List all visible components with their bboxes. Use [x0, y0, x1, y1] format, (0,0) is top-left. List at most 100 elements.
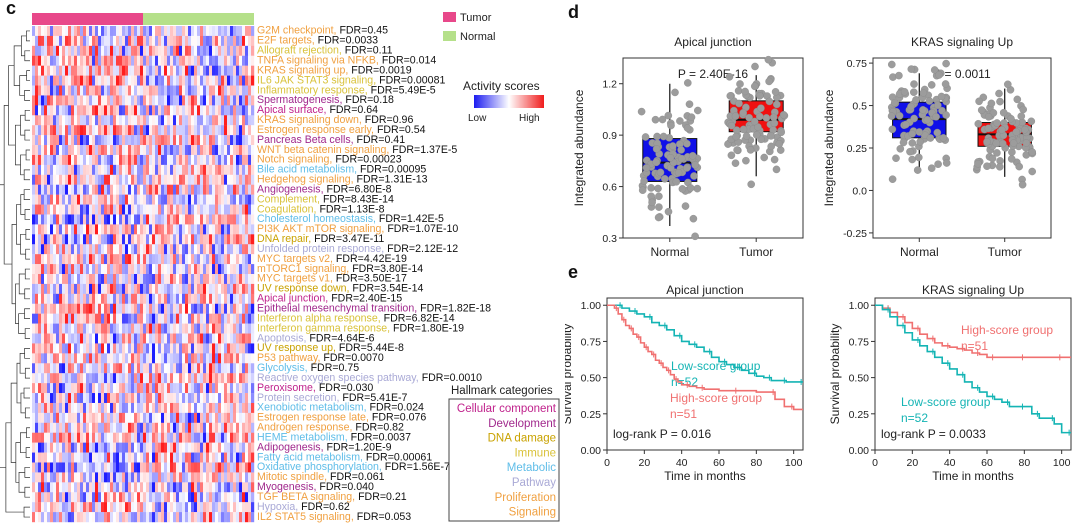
- heatmap-cell: [194, 75, 198, 86]
- heatmap-cell: [212, 303, 216, 314]
- heatmap-cell: [50, 492, 54, 503]
- heatmap-cell: [152, 135, 156, 146]
- heatmap-cell: [185, 75, 189, 86]
- heatmap-cell: [95, 26, 99, 37]
- heatmap-cell: [233, 244, 237, 255]
- heatmap-cell: [212, 293, 216, 304]
- heatmap-cell: [248, 65, 252, 76]
- data-point: [930, 66, 939, 74]
- heatmap-cell: [152, 204, 156, 215]
- heatmap-cell: [50, 393, 54, 404]
- data-point: [909, 88, 918, 96]
- heatmap-cell: [32, 343, 36, 354]
- heatmap-cell: [128, 254, 132, 265]
- heatmap-cell: [122, 472, 126, 483]
- heatmap-cell: [230, 75, 234, 86]
- heatmap-cell: [230, 442, 234, 453]
- heatmap-cell: [59, 442, 63, 453]
- heatmap-cell: [245, 412, 249, 423]
- heatmap-cell: [185, 452, 189, 463]
- heatmap-cell: [86, 184, 90, 195]
- heatmap-cell: [209, 95, 213, 106]
- heatmap-cell: [119, 363, 123, 374]
- heatmap-cell: [200, 184, 204, 195]
- heatmap-cell: [161, 214, 165, 225]
- heatmap-cell: [200, 313, 204, 324]
- heatmap-cell: [149, 512, 153, 523]
- heatmap-cell: [86, 204, 90, 215]
- heatmap-cell: [77, 422, 81, 433]
- heatmap-cell: [242, 313, 246, 324]
- heatmap-cell: [68, 145, 72, 156]
- heatmap-cell: [137, 234, 141, 245]
- heatmap-cell: [89, 432, 93, 443]
- heatmap-cell: [62, 283, 66, 295]
- data-point: [983, 162, 991, 170]
- heatmap-cell: [68, 75, 72, 86]
- heatmap-cell: [194, 154, 198, 166]
- heatmap-cell: [176, 383, 180, 394]
- row-label: G2M checkpoint, FDR=0.45: [257, 25, 388, 37]
- heatmap-cell: [164, 26, 168, 37]
- heatmap-cell: [53, 75, 57, 86]
- heatmap-cell: [35, 402, 39, 414]
- heatmap-cell: [56, 313, 60, 324]
- data-point: [896, 144, 905, 153]
- heatmap-cell: [68, 174, 72, 185]
- heatmap-cell: [236, 135, 240, 146]
- heatmap-cell: [122, 353, 126, 364]
- heatmap-cell: [167, 283, 171, 295]
- heatmap-cell: [137, 55, 141, 66]
- data-point: [993, 119, 1001, 127]
- heatmap-cell: [110, 224, 114, 235]
- y-axis-label: Integrated abundance: [572, 89, 586, 206]
- row-label: Glycolysis, FDR=0.75: [257, 362, 359, 374]
- heatmap-cell: [134, 512, 138, 523]
- heatmap-cell: [224, 174, 228, 185]
- heatmap-cell: [128, 283, 132, 295]
- heatmap-cell: [71, 214, 75, 225]
- heatmap-cell: [89, 462, 93, 473]
- heatmap-cell: [224, 194, 228, 205]
- heatmap-cell: [149, 452, 153, 463]
- heatmap-cell: [194, 115, 198, 126]
- heatmap-cell: [191, 145, 195, 156]
- heatmap-cell: [224, 373, 228, 384]
- heatmap-cell: [236, 244, 240, 255]
- heatmap-cell: [212, 264, 216, 275]
- heatmap-cell: [71, 323, 75, 334]
- heatmap-cell: [191, 432, 195, 443]
- heatmap-cell: [218, 343, 222, 354]
- heatmap-cell: [53, 343, 57, 354]
- heatmap-cell: [251, 472, 255, 483]
- heatmap-cell: [176, 154, 180, 166]
- fdr-value: FDR=0.0019: [351, 64, 411, 76]
- heatmap-cell: [80, 35, 84, 47]
- heatmap-cell: [107, 472, 111, 483]
- heatmap-cell: [41, 184, 45, 195]
- heatmap-cell: [44, 214, 48, 225]
- pathway-name: Notch signaling,: [257, 154, 335, 166]
- heatmap-cell: [206, 462, 210, 473]
- heatmap-cell: [131, 194, 135, 205]
- heatmap-cell: [59, 244, 63, 255]
- heatmap-cell: [68, 363, 72, 374]
- heatmap-cell: [188, 452, 192, 463]
- row-label: IL6 JAK STAT3 signaling, FDR=0.00081: [257, 74, 445, 86]
- heatmap-cell: [203, 492, 207, 503]
- heatmap-cell: [50, 502, 54, 513]
- heatmap-cell: [167, 333, 171, 344]
- heatmap-cell: [83, 145, 87, 156]
- heatmap-cell: [188, 244, 192, 255]
- dendrogram-branch: [8, 65, 16, 146]
- heatmap-cell: [110, 264, 114, 275]
- heatmap-cell: [68, 204, 72, 215]
- heatmap-cell: [152, 234, 156, 245]
- heatmap-cell: [92, 293, 96, 304]
- fdr-value: FDR=0.62: [301, 501, 350, 513]
- heatmap-cell: [65, 432, 69, 443]
- heatmap-cell: [224, 264, 228, 275]
- heatmap-cell: [191, 422, 195, 433]
- heatmap-cell: [32, 35, 36, 47]
- heatmap-cell: [158, 482, 162, 493]
